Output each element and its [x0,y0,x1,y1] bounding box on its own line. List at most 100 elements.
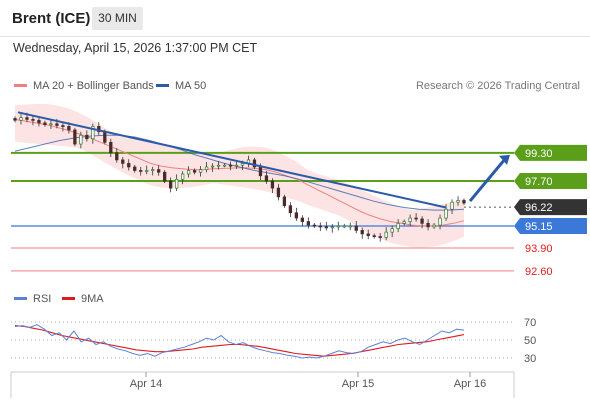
candle [133,164,137,173]
candle [31,116,35,126]
x-tick-label-apr-14: Apr 14 [130,378,162,390]
candle-body [402,221,406,224]
candle-body [276,187,281,198]
candle [210,163,215,172]
candle-body [288,205,293,214]
candle-body [300,217,305,222]
legend-ma50: MA 50 [156,80,206,92]
candle [300,215,305,227]
candle [372,233,376,239]
candle [426,219,430,231]
candle [198,166,203,177]
candle [79,131,83,149]
timeframe-badge[interactable]: 30 MIN [92,7,143,30]
x-tick-label-apr-15: Apr 15 [342,378,374,390]
candle [163,170,167,184]
chart-datetime: Wednesday, April 15, 2026 1:37:00 PM CET [13,41,258,55]
candle [402,219,406,226]
candle-body [264,175,269,182]
candle [414,213,418,222]
candle-body [204,166,209,170]
price-label-bg [514,144,587,161]
candle-body [13,118,17,121]
candle-body [414,217,418,220]
legend-rsi-label: RSI [33,293,52,305]
price-label-96-22: 96.22 [514,199,587,216]
rsi-tick-50: 50 [524,335,536,347]
candle-body [151,169,155,171]
candle [169,177,173,193]
candle-body [25,117,29,120]
price-label-93-90: 93.90 [525,243,553,255]
candle-body [192,170,197,173]
projection-arrow-head [499,154,510,165]
candle-body [324,226,328,229]
candle [456,196,460,206]
candle-body [450,201,454,210]
price-label-bg [514,199,587,216]
candle-body [67,126,71,131]
copyright-text: Research © 2026 Trading Central [415,80,580,92]
candle-body [270,180,275,189]
price-label-97-70: 97.70 [514,173,587,190]
candle [49,120,53,129]
candle [145,165,149,175]
candle-body [294,212,299,219]
candle [43,120,47,127]
candle-body [19,117,23,121]
candle-body [91,126,95,140]
candle-body [186,170,191,175]
candle-body [157,169,161,173]
candle-body [372,235,376,238]
candle [121,157,125,169]
candle-body [354,225,358,231]
candle [438,214,442,230]
candle [61,122,65,132]
candle [186,166,191,178]
candle-body [31,119,35,121]
candle-body [462,200,466,204]
candle [288,202,293,217]
ma20-line [14,118,465,227]
price-label-text: 97.70 [525,176,553,188]
candle [366,229,370,240]
price-label-bg [514,173,587,190]
candle [432,222,436,229]
candle [462,198,466,206]
candle-body [318,225,322,228]
candle [420,216,424,229]
candle [222,163,227,168]
candle [330,224,334,233]
candle [408,214,412,226]
price-label-text: 99.30 [525,148,553,160]
9ma-swatch [62,296,75,300]
candle [378,233,382,242]
price-label-bg [514,217,587,234]
price-panel: 99.30 97.70 96.22 95.15 93.90 92.60 [11,103,587,278]
legend-9ma: 9MA [62,293,104,305]
candle-body [210,165,215,168]
candle [294,207,299,221]
candle [276,183,281,201]
candle [252,157,257,170]
candle [384,227,388,241]
legend-ma20: MA 20 + Bollinger Bands [14,80,154,92]
candle [264,170,269,184]
candle-body [127,163,131,168]
candle [360,227,364,239]
candle-body [252,159,257,168]
legend-ma50-label: MA 50 [175,80,207,92]
candle-body [115,152,119,161]
rsi-line [14,324,465,359]
ma50-line [14,134,465,211]
candle-body [432,224,436,228]
candle-body [438,217,442,226]
candle-body [282,196,287,207]
ma20-swatch [14,83,27,87]
candle-body [336,225,340,228]
rsi-tick-70: 70 [524,317,536,329]
candle [85,130,89,142]
projection-arrow [468,156,508,203]
candle-body [330,226,334,229]
